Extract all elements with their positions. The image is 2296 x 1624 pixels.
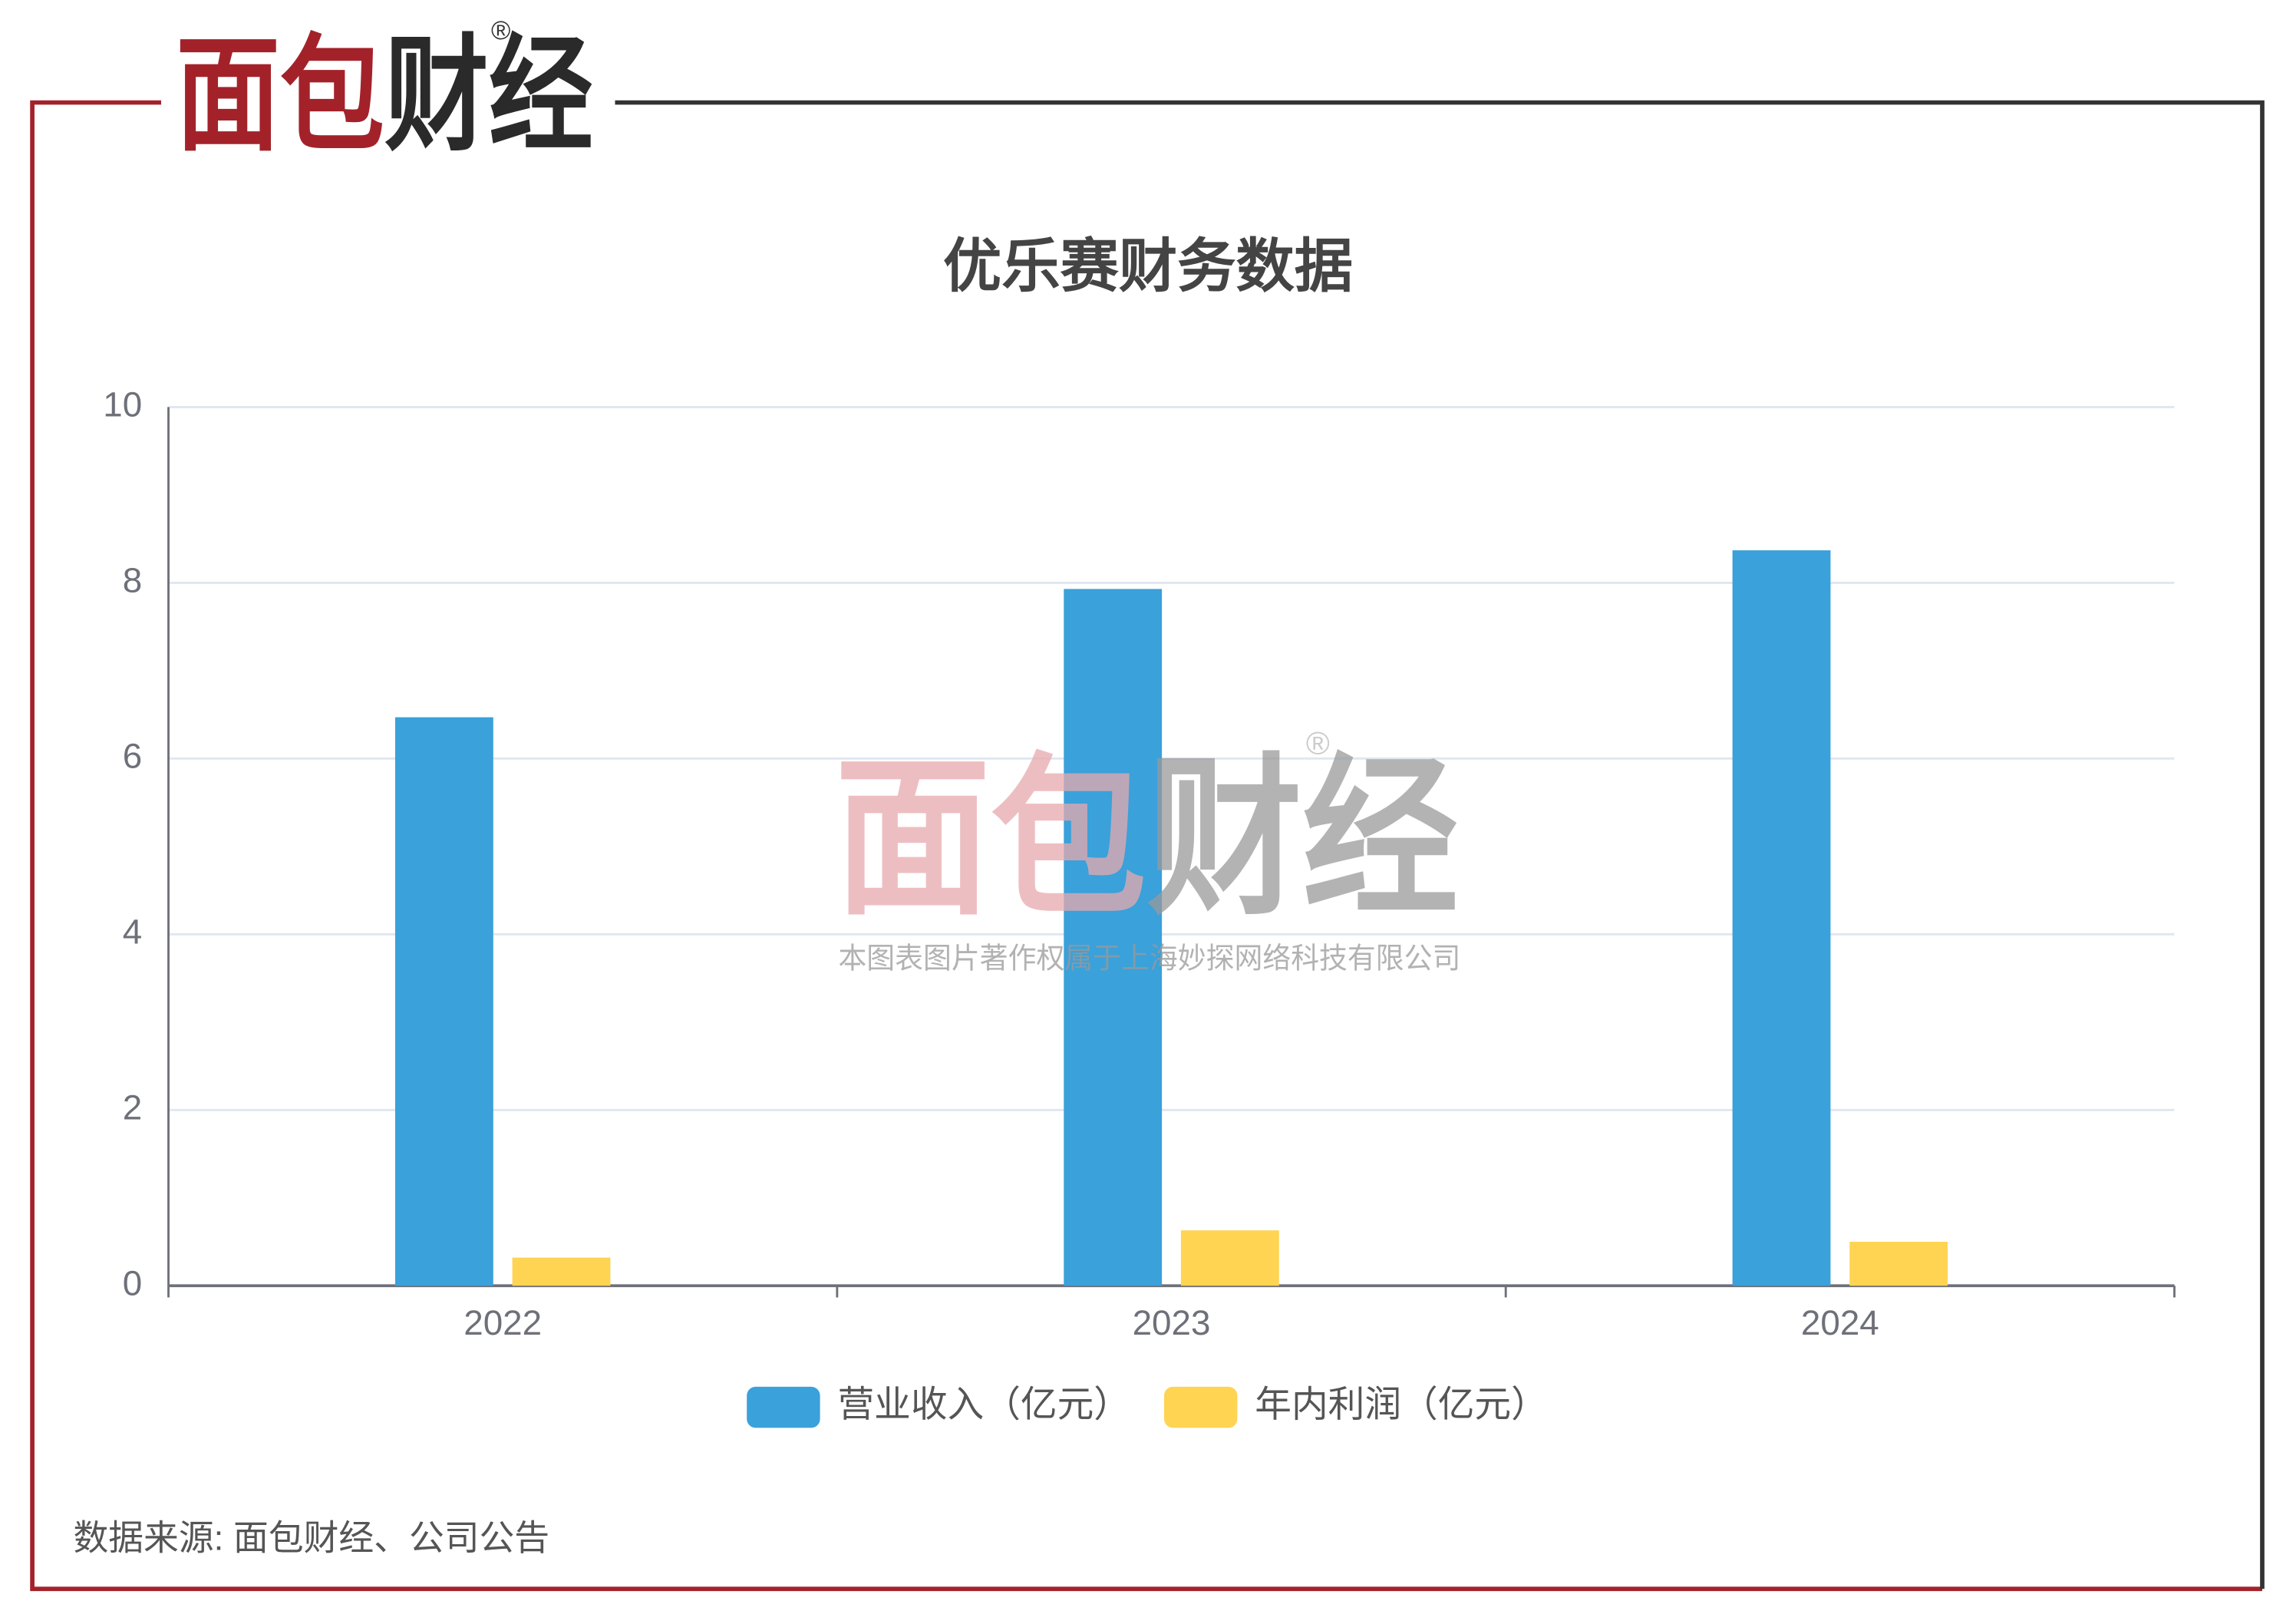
frame — [30, 100, 2265, 1592]
legend-swatch — [747, 1386, 820, 1428]
brand-mark: ® — [491, 16, 510, 45]
y-tick-label: 0 — [123, 1263, 142, 1302]
legend-label: 营业收入（亿元） — [837, 1385, 1130, 1425]
watermark-mark: ® — [1306, 725, 1330, 761]
legend-label: 年内利润（亿元） — [1255, 1385, 1548, 1425]
brand-logo: 面包财经 — [176, 25, 593, 166]
legend-swatch — [1163, 1386, 1238, 1428]
y-tick-label: 10 — [103, 385, 142, 424]
bar — [512, 1257, 611, 1286]
x-tick-label: 2024 — [1801, 1303, 1879, 1342]
y-tick-label: 2 — [123, 1088, 142, 1127]
bar — [1180, 1230, 1279, 1286]
plot: 0 2 4 6 8 10 2022 2023 2024 营业收入（亿元） 年内利润（亿元） — [103, 385, 2176, 1428]
watermark-logo: 面包财经 — [835, 741, 1459, 935]
bar — [394, 717, 493, 1286]
x-tick-label: 2022 — [463, 1303, 542, 1342]
y-tick-label: 6 — [123, 736, 142, 775]
bar — [1849, 1242, 1948, 1286]
bar — [1732, 550, 1831, 1286]
source-note: 数据来源: 面包财经、公司公告 — [74, 1518, 550, 1557]
x-tick-label: 2023 — [1133, 1303, 1211, 1342]
bar — [1064, 589, 1163, 1286]
watermark-text: 本图表图片著作权属于上海妙探网络科技有限公司 — [838, 942, 1460, 975]
y-tick-label: 4 — [123, 912, 142, 951]
watermark: 面包财经 ® 本图表图片著作权属于上海妙探网络科技有限公司 — [835, 725, 1461, 975]
chart-title: 优乐赛财务数据 — [943, 234, 1353, 299]
y-tick-label: 8 — [123, 560, 142, 599]
